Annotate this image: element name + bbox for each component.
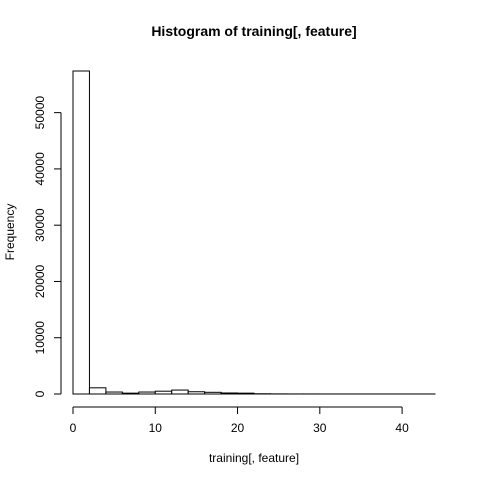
x-axis: 0 10 20 30 40: [70, 406, 409, 435]
y-tick-label: 10000: [33, 321, 47, 355]
y-axis: 0 10000 20000 30000 40000 50000: [33, 96, 62, 397]
histogram-bar: [88, 387, 107, 395]
histogram-bar: [72, 70, 90, 395]
y-axis-label: Frequency: [3, 204, 17, 261]
histogram-bar: [121, 392, 140, 395]
x-tick-label: 0: [70, 421, 77, 435]
histogram-bar: [171, 389, 189, 395]
y-tick-label: 40000: [33, 152, 47, 186]
x-tick-label: 30: [313, 421, 327, 435]
histogram-bar: [204, 391, 222, 395]
histogram-bar: [237, 392, 255, 395]
histogram-bar: [138, 391, 156, 395]
histogram-bar: [105, 391, 123, 395]
histogram-bars: [72, 70, 436, 395]
x-axis-label: training[, feature]: [209, 451, 299, 465]
histogram-bar: [220, 392, 239, 395]
y-tick-label: 50000: [33, 96, 47, 130]
x-tick-label: 10: [149, 421, 163, 435]
histogram-bar: [154, 390, 173, 395]
chart-title: Histogram of training[, feature]: [151, 23, 356, 39]
y-tick-label: 20000: [33, 264, 47, 298]
y-tick-label: 0: [33, 390, 47, 397]
y-tick-label: 30000: [33, 208, 47, 242]
x-tick-label: 20: [231, 421, 245, 435]
histogram-bar: [187, 391, 206, 395]
x-tick-label: 40: [395, 421, 409, 435]
